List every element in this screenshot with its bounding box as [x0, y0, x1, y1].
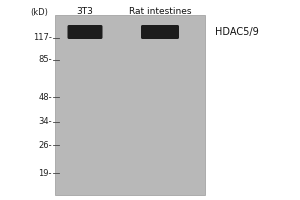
Text: 19-: 19- [38, 168, 52, 178]
Text: 34-: 34- [38, 117, 52, 127]
FancyBboxPatch shape [141, 25, 179, 39]
Text: (kD): (kD) [30, 7, 48, 17]
Text: Rat intestines: Rat intestines [129, 7, 191, 17]
Text: 3T3: 3T3 [76, 7, 93, 17]
Text: HDAC5/9: HDAC5/9 [215, 27, 259, 37]
Text: 48-: 48- [38, 92, 52, 102]
FancyBboxPatch shape [68, 25, 103, 39]
Text: 85-: 85- [38, 55, 52, 64]
Text: 117-: 117- [33, 33, 52, 43]
Text: 26-: 26- [38, 140, 52, 150]
Bar [55, 15, 205, 195]
